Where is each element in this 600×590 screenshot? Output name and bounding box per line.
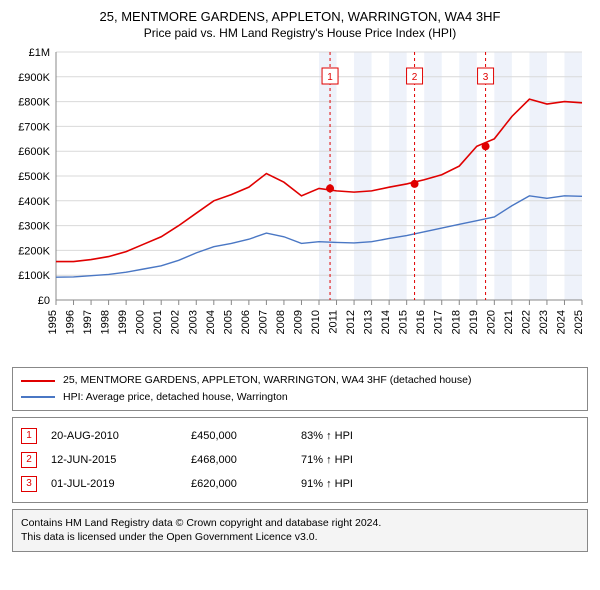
svg-text:2017: 2017 [433, 310, 445, 334]
svg-text:2009: 2009 [292, 310, 304, 334]
svg-text:2011: 2011 [328, 310, 340, 334]
svg-text:2012: 2012 [345, 310, 357, 334]
svg-text:£700K: £700K [18, 122, 50, 134]
sale-date: 12-JUN-2015 [51, 454, 191, 466]
svg-text:£400K: £400K [18, 196, 50, 208]
svg-text:£600K: £600K [18, 146, 50, 158]
sale-vs-hpi: 71% ↑ HPI [301, 454, 421, 466]
svg-text:2006: 2006 [240, 310, 252, 334]
svg-text:1998: 1998 [100, 310, 112, 334]
svg-text:2000: 2000 [135, 310, 147, 334]
svg-text:1996: 1996 [65, 310, 77, 334]
chart-area: £0 £100K £200K £300K £400K £500K £600K £700K £80… [12, 46, 588, 361]
chart-title-line1: 25, MENTMORE GARDENS, APPLETON, WARRINGT… [12, 8, 588, 26]
legend-row: HPI: Average price, detached house, Warr… [21, 389, 579, 406]
svg-text:£300K: £300K [18, 221, 50, 233]
sale-date: 20-AUG-2010 [51, 430, 191, 442]
legend-swatch [21, 380, 55, 382]
svg-text:3: 3 [483, 72, 489, 83]
svg-text:2022: 2022 [520, 310, 532, 334]
legend-label: HPI: Average price, detached house, Warr… [63, 389, 288, 406]
svg-text:1999: 1999 [117, 310, 129, 334]
chart-title-line2: Price paid vs. HM Land Registry's House … [12, 26, 588, 40]
sales-table: 1 20-AUG-2010£450,00083% ↑ HPI 2 12-JUN-201… [12, 417, 588, 503]
sale-price: £468,000 [191, 454, 301, 466]
svg-text:2016: 2016 [415, 310, 427, 334]
legend-swatch [21, 396, 55, 398]
sale-price: £620,000 [191, 478, 301, 490]
line-chart-svg: £0 £100K £200K £300K £400K £500K £600K £700K £80… [12, 46, 588, 356]
sale-row: 3 01-JUL-2019£620,00091% ↑ HPI [21, 472, 579, 496]
svg-text:£1M: £1M [29, 47, 50, 59]
sale-vs-hpi: 83% ↑ HPI [301, 430, 421, 442]
svg-text:£800K: £800K [18, 97, 50, 109]
sale-date: 01-JUL-2019 [51, 478, 191, 490]
svg-text:2004: 2004 [205, 310, 217, 334]
svg-text:1: 1 [327, 72, 333, 83]
svg-text:2002: 2002 [170, 310, 182, 334]
chart-container: { "title_line1": "25, MENTMORE GARDENS, … [0, 0, 600, 564]
svg-text:1997: 1997 [82, 310, 94, 334]
svg-text:2001: 2001 [152, 310, 164, 334]
svg-text:£500K: £500K [18, 171, 50, 183]
svg-text:2020: 2020 [485, 310, 497, 334]
sale-marker-badge: 1 [21, 428, 37, 444]
svg-text:2003: 2003 [187, 310, 199, 334]
attribution-box: Contains HM Land Registry data © Crown c… [12, 509, 588, 552]
svg-text:£200K: £200K [18, 246, 50, 258]
svg-text:2021: 2021 [503, 310, 515, 334]
svg-text:2: 2 [412, 72, 418, 83]
svg-text:2007: 2007 [257, 310, 269, 334]
legend-label: 25, MENTMORE GARDENS, APPLETON, WARRINGT… [63, 372, 471, 389]
svg-text:2010: 2010 [310, 310, 322, 334]
svg-text:2014: 2014 [380, 310, 392, 334]
svg-text:2018: 2018 [450, 310, 462, 334]
svg-text:2025: 2025 [573, 310, 585, 334]
svg-text:2024: 2024 [555, 310, 567, 334]
legend-box: 25, MENTMORE GARDENS, APPLETON, WARRINGT… [12, 367, 588, 411]
svg-text:2008: 2008 [275, 310, 287, 334]
svg-text:£900K: £900K [18, 72, 50, 84]
sale-marker-badge: 2 [21, 452, 37, 468]
svg-text:£100K: £100K [18, 270, 50, 282]
sale-row: 2 12-JUN-2015£468,00071% ↑ HPI [21, 448, 579, 472]
sale-price: £450,000 [191, 430, 301, 442]
attribution-line1: Contains HM Land Registry data © Crown c… [21, 516, 579, 531]
legend-row: 25, MENTMORE GARDENS, APPLETON, WARRINGT… [21, 372, 579, 389]
svg-text:£0: £0 [38, 295, 50, 307]
svg-text:1995: 1995 [47, 310, 59, 334]
svg-text:2019: 2019 [468, 310, 480, 334]
sale-row: 1 20-AUG-2010£450,00083% ↑ HPI [21, 424, 579, 448]
svg-text:2013: 2013 [363, 310, 375, 334]
svg-text:2023: 2023 [538, 310, 550, 334]
sale-marker-badge: 3 [21, 476, 37, 492]
svg-text:2015: 2015 [398, 310, 410, 334]
svg-text:2005: 2005 [222, 310, 234, 334]
attribution-line2: This data is licensed under the Open Gov… [21, 530, 579, 545]
sale-vs-hpi: 91% ↑ HPI [301, 478, 421, 490]
